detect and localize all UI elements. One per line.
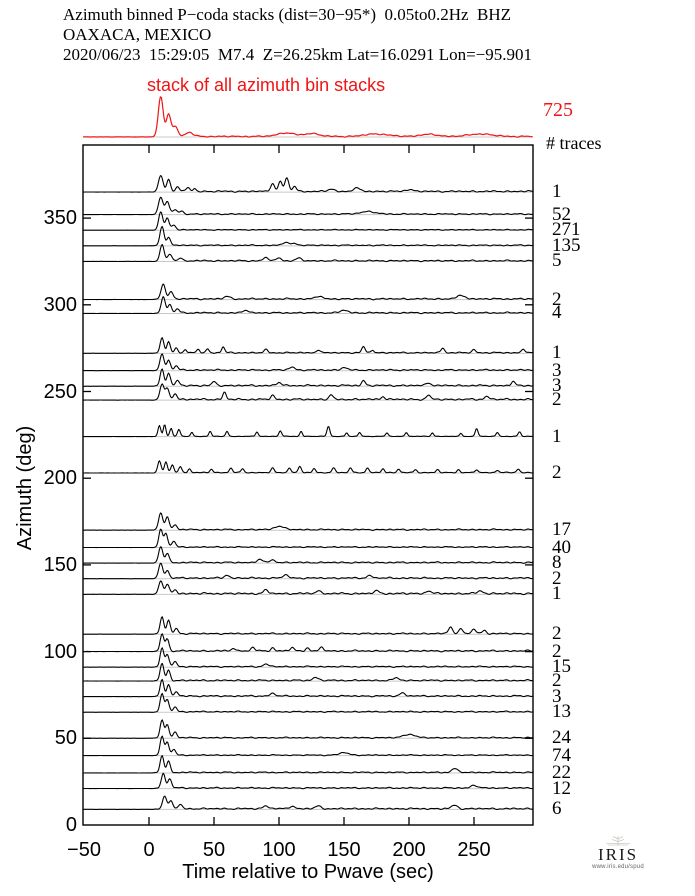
trace-count-az83: 2: [552, 670, 562, 692]
trace-count-az151: 8: [552, 552, 562, 574]
y-tick-label-50: 50: [54, 727, 77, 750]
waveform-trace-az170: [83, 512, 533, 531]
waveform-trace-az334: [83, 225, 533, 247]
y-tick-label-0: 0: [65, 814, 77, 836]
stack-total-count: 725: [543, 99, 573, 121]
trace-count-az133: 1: [552, 583, 562, 605]
waveform-trace-az224: [83, 424, 533, 438]
iris-emblem-icon: [606, 836, 630, 846]
waveform-trace-az343: [83, 211, 533, 231]
trace-count-az334: 135: [552, 234, 581, 256]
trace-count-az253: 3: [552, 375, 562, 397]
waveform-trace-az65: [83, 692, 533, 713]
trace-count-az170: 17: [552, 519, 571, 541]
waveform-trace-az40: [83, 735, 533, 757]
trace-count-az343: 271: [552, 219, 581, 241]
waveform-trace-az272: [83, 337, 533, 355]
x-tick-label-−50: −50: [67, 839, 101, 861]
waveform-trace-az133: [83, 580, 533, 596]
waveform-trace-az352: [83, 196, 533, 216]
waveform-trace-az142: [83, 562, 533, 580]
trace-count-az142: 2: [552, 567, 562, 589]
y-tick-label-100: 100: [43, 640, 77, 663]
trace-count-az160: 40: [552, 536, 571, 558]
waveform-trace-az203: [83, 460, 533, 474]
waveform-trace-az91: [83, 647, 533, 668]
figure-subtitle-event: 2020/06/23 15:29:05 M7.4 Z=26.25km Lat=1…: [63, 45, 533, 64]
y-tick-label-200: 200: [43, 467, 77, 490]
trace-count-az272: 1: [552, 342, 562, 364]
waveform-trace-az160: [83, 528, 533, 549]
waveform-trace-az21: [83, 772, 533, 790]
trace-count-column-header: # traces: [546, 133, 602, 153]
waveform-trace-az110: [83, 616, 533, 635]
trace-count-az262: 3: [552, 359, 562, 381]
x-axis-label: Time relative to Pwave (sec): [182, 861, 434, 883]
waveform-trace-az74: [83, 678, 533, 698]
y-tick-label-150: 150: [43, 553, 77, 576]
stack-trace-label: stack of all azimuth bin stacks: [147, 75, 386, 95]
waveform-trace-az253: [83, 368, 533, 387]
x-tick-label-200: 200: [392, 839, 426, 861]
x-tick-label-250: 250: [457, 839, 491, 861]
waveform-trace-az303: [83, 283, 533, 301]
x-tick-label-50: 50: [202, 839, 226, 861]
waveform-trace-az30: [83, 755, 533, 774]
waveform-trace-az83: [83, 662, 533, 682]
waveform-trace-az151: [83, 546, 533, 564]
trace-count-az74: 3: [552, 685, 562, 707]
trace-count-az9: 6: [552, 798, 562, 820]
y-tick-label-350: 350: [43, 207, 77, 230]
trace-count-az325: 5: [552, 250, 562, 272]
x-tick-label-150: 150: [327, 839, 361, 861]
y-tick-label-250: 250: [43, 380, 77, 403]
stack-waveform-trace: [83, 96, 533, 138]
waveform-trace-az365: [83, 175, 533, 193]
waveform-trace-az100: [83, 633, 533, 653]
trace-count-az100: 2: [552, 640, 562, 662]
trace-count-az245: 2: [552, 389, 562, 411]
trace-count-az30: 22: [552, 761, 571, 783]
trace-count-az110: 2: [552, 623, 562, 645]
waveform-trace-az245: [83, 383, 533, 401]
plot-frame: [82, 144, 534, 826]
trace-count-az203: 2: [552, 461, 562, 483]
waveform-trace-az50: [83, 719, 533, 740]
trace-count-az21: 12: [552, 777, 571, 799]
x-tick-label-0: 0: [143, 839, 155, 861]
trace-count-az303: 2: [552, 288, 562, 310]
trace-count-az295: 4: [552, 302, 562, 324]
trace-count-az40: 74: [552, 744, 571, 766]
x-tick-label-100: 100: [262, 839, 296, 861]
waveform-trace-az325: [83, 243, 533, 263]
trace-count-az352: 52: [552, 203, 571, 225]
trace-count-az224: 1: [552, 425, 562, 447]
waveform-trace-az9: [83, 795, 533, 811]
figure-subtitle-location: OAXACA, MEXICO: [63, 25, 212, 44]
iris-logo: IRIS www.iris.edu/spud: [583, 835, 653, 870]
trace-count-az50: 24: [552, 727, 571, 749]
iris-logo-url: www.iris.edu/spud: [592, 864, 644, 870]
waveform-trace-az262: [83, 353, 533, 372]
y-tick-label-300: 300: [43, 293, 77, 316]
trace-count-az365: 1: [552, 181, 562, 203]
waveform-trace-az295: [83, 296, 533, 315]
trace-count-az91: 15: [552, 656, 571, 678]
figure-title: Azimuth binned P−coda stacks (dist=30−95…: [63, 5, 512, 24]
iris-logo-text: IRIS: [597, 845, 639, 864]
trace-count-az65: 13: [552, 701, 571, 723]
